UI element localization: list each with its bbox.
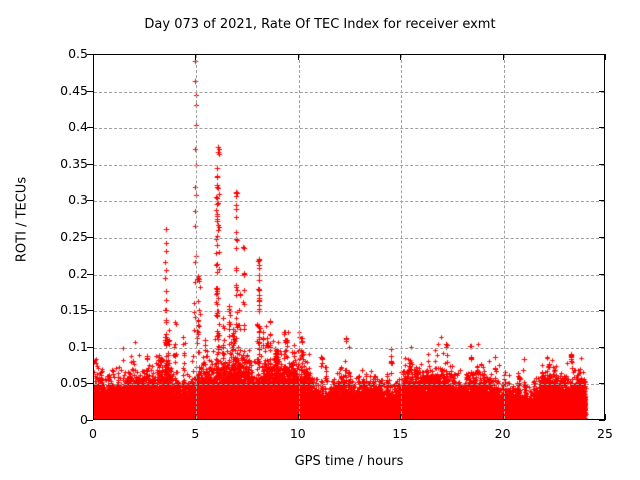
x-tick-label: 5 xyxy=(191,426,200,441)
x-tick-mark-top xyxy=(605,54,606,60)
x-tick-label: 20 xyxy=(494,426,511,441)
x-tick-mark-top xyxy=(400,54,402,60)
y-tick-mark xyxy=(87,163,93,165)
gridline-horizontal xyxy=(94,384,604,386)
y-tick-mark xyxy=(87,420,93,421)
y-tick-mark-right xyxy=(599,237,605,238)
y-tick-mark-right xyxy=(599,163,605,165)
gridline-vertical xyxy=(298,55,300,419)
y-tick-mark-right xyxy=(599,346,605,348)
y-axis-label: ROTI / TECUs xyxy=(14,176,30,263)
y-tick-mark xyxy=(87,310,93,312)
page-title: Day 073 of 2021, Rate Of TEC Index for r… xyxy=(144,17,496,32)
x-tick-label: 10 xyxy=(289,426,306,441)
x-tick-mark xyxy=(93,414,94,420)
x-tick-label: 25 xyxy=(597,426,613,441)
y-tick-mark xyxy=(87,346,93,348)
x-tick-mark-top xyxy=(502,54,504,60)
y-tick-label: 0.05 xyxy=(60,375,88,391)
y-tick-mark-right xyxy=(599,90,605,92)
gridline-horizontal xyxy=(94,238,604,239)
y-tick-label: 0.2 xyxy=(68,265,88,281)
x-tick-mark xyxy=(297,414,299,420)
y-tick-mark xyxy=(87,383,93,385)
y-tick-mark-right xyxy=(599,273,605,275)
x-tick-mark-top xyxy=(195,54,197,60)
gridline-vertical xyxy=(196,55,198,419)
y-tick-mark-right xyxy=(599,310,605,312)
plot-area xyxy=(93,54,605,420)
y-tick-label: 0 xyxy=(80,412,88,427)
x-tick-mark xyxy=(502,414,504,420)
y-tick-mark-right xyxy=(599,127,605,129)
gridline-horizontal xyxy=(94,91,604,93)
y-tick-label: 0.25 xyxy=(60,229,88,244)
x-tick-label: 0 xyxy=(89,426,97,441)
y-tick-label: 0.3 xyxy=(68,192,88,208)
x-tick-label: 15 xyxy=(392,426,409,441)
y-tick-mark-right xyxy=(599,54,605,55)
y-tick-label: 0.4 xyxy=(68,119,88,135)
y-tick-mark xyxy=(87,237,93,238)
gridline-horizontal xyxy=(94,347,604,349)
y-tick-mark xyxy=(87,54,93,55)
scatter-plot-canvas xyxy=(94,55,604,419)
gridline-vertical xyxy=(503,55,505,419)
y-tick-label: 0.35 xyxy=(60,155,88,171)
gridline-horizontal xyxy=(94,274,604,276)
y-tick-mark-right xyxy=(599,420,605,421)
x-tick-mark-top xyxy=(93,54,94,60)
y-tick-mark-right xyxy=(599,200,605,202)
y-tick-label: 0.1 xyxy=(68,338,88,354)
gridline-horizontal xyxy=(94,128,604,130)
y-tick-mark xyxy=(87,273,93,275)
x-axis-label: GPS time / hours xyxy=(294,454,404,469)
y-tick-label: 0.45 xyxy=(60,82,88,98)
gridline-horizontal xyxy=(94,164,604,166)
y-tick-label: 0.15 xyxy=(60,302,88,318)
gridline-horizontal xyxy=(94,311,604,313)
gridline-vertical xyxy=(401,55,403,419)
y-tick-mark-right xyxy=(599,383,605,385)
gridline-horizontal xyxy=(94,201,604,203)
y-tick-mark xyxy=(87,127,93,129)
x-tick-mark xyxy=(605,414,606,420)
y-tick-mark xyxy=(87,90,93,92)
x-tick-mark xyxy=(400,414,402,420)
y-tick-label: 0.5 xyxy=(68,46,88,61)
x-tick-mark xyxy=(195,414,197,420)
y-tick-mark xyxy=(87,200,93,202)
x-tick-mark-top xyxy=(297,54,299,60)
